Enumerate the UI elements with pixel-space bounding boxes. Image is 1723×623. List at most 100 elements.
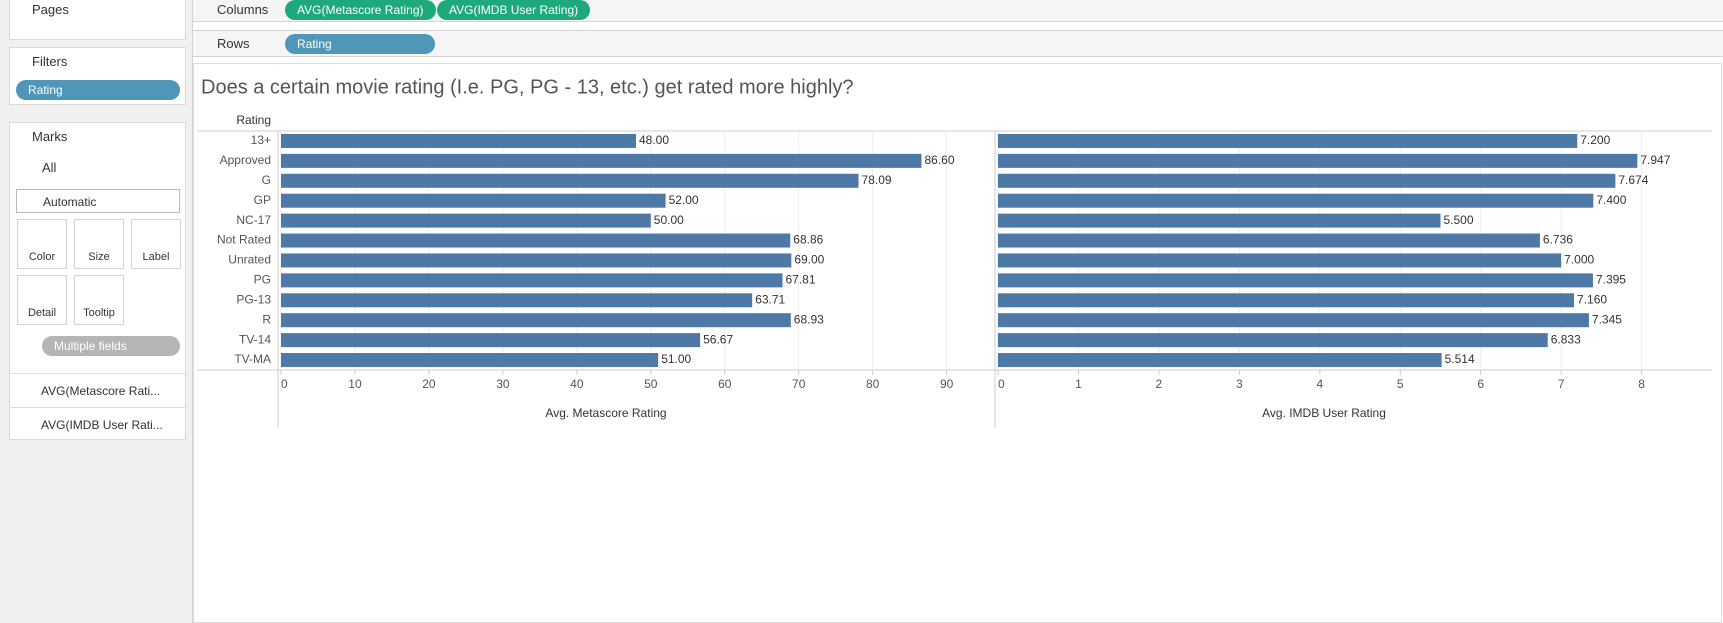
pages-card: Pages bbox=[9, 0, 186, 40]
x-tick-label: 0 bbox=[281, 377, 288, 391]
bar bbox=[281, 313, 791, 328]
value-label: 78.09 bbox=[862, 173, 892, 187]
x-tick-label: 6 bbox=[1477, 377, 1484, 391]
measure-metascore[interactable]: AVG(Metascore Rati... bbox=[10, 373, 185, 407]
x-tick-label: 30 bbox=[496, 377, 510, 391]
bar bbox=[281, 173, 859, 188]
color-button[interactable]: Color bbox=[17, 219, 67, 269]
bar bbox=[281, 193, 666, 208]
bar bbox=[998, 193, 1594, 208]
bar bbox=[998, 353, 1442, 368]
value-label: 7.395 bbox=[1596, 273, 1626, 287]
value-label: 5.514 bbox=[1445, 352, 1475, 366]
value-label: 68.93 bbox=[794, 312, 824, 326]
columns-label: Columns bbox=[217, 2, 269, 17]
detail-button[interactable]: Detail bbox=[17, 275, 67, 325]
marks-card: Marks All Automatic Color Size Label Det… bbox=[9, 122, 186, 440]
value-label: 50.00 bbox=[654, 213, 684, 227]
bar bbox=[998, 153, 1638, 168]
value-label: 69.00 bbox=[794, 253, 824, 267]
mark-type-dropdown[interactable]: Automatic bbox=[16, 189, 180, 213]
value-label: 56.67 bbox=[703, 332, 733, 346]
x-axis-title: Avg. IMDB User Rating bbox=[1262, 406, 1386, 420]
x-tick-label: 2 bbox=[1156, 377, 1163, 391]
category-label: TV-MA bbox=[234, 352, 271, 366]
row-header: Rating bbox=[236, 113, 271, 127]
category-label: Not Rated bbox=[217, 233, 271, 247]
filters-card: Filters Rating bbox=[9, 47, 186, 105]
tooltip-button[interactable]: Tooltip bbox=[74, 275, 124, 325]
value-label: 6.833 bbox=[1551, 332, 1581, 346]
x-tick-label: 5 bbox=[1397, 377, 1404, 391]
bar bbox=[281, 293, 753, 308]
bar bbox=[998, 233, 1540, 248]
chart-title: Does a certain movie rating (I.e. PG, PG… bbox=[201, 76, 854, 98]
bar bbox=[281, 233, 791, 248]
bar bbox=[281, 353, 659, 368]
row-pill[interactable]: Rating bbox=[285, 34, 435, 54]
rows-shelf: Rows Rating bbox=[193, 30, 1723, 57]
size-button[interactable]: Size bbox=[74, 219, 124, 269]
category-label: G bbox=[262, 173, 271, 187]
category-label: NC-17 bbox=[236, 213, 271, 227]
x-tick-label: 10 bbox=[348, 377, 362, 391]
category-label: 13+ bbox=[251, 133, 271, 147]
bar bbox=[281, 253, 792, 268]
value-label: 7.674 bbox=[1618, 173, 1648, 187]
x-tick-label: 0 bbox=[998, 377, 1005, 391]
columns-shelf: Columns AVG(Metascore Rating) AVG(IMDB U… bbox=[193, 0, 1723, 22]
category-label: PG-13 bbox=[236, 292, 271, 306]
bar bbox=[998, 133, 1578, 148]
value-label: 7.947 bbox=[1640, 153, 1670, 167]
x-tick-label: 80 bbox=[866, 377, 880, 391]
category-label: Approved bbox=[220, 153, 271, 167]
marks-all[interactable]: All bbox=[42, 160, 57, 175]
value-label: 86.60 bbox=[924, 153, 954, 167]
filters-label: Filters bbox=[32, 54, 68, 69]
value-label: 51.00 bbox=[661, 352, 691, 366]
bar bbox=[281, 133, 636, 148]
bar bbox=[998, 213, 1441, 228]
bar bbox=[281, 273, 783, 288]
bar bbox=[998, 293, 1575, 308]
pages-label: Pages bbox=[32, 2, 69, 17]
value-label: 7.200 bbox=[1580, 133, 1610, 147]
value-label: 52.00 bbox=[669, 193, 699, 207]
category-label: PG bbox=[254, 273, 271, 287]
column-pill[interactable]: AVG(Metascore Rating) bbox=[285, 0, 436, 20]
value-label: 63.71 bbox=[755, 292, 785, 306]
bar bbox=[281, 213, 651, 228]
marks-label: Marks bbox=[32, 129, 68, 144]
measure-imdb[interactable]: AVG(IMDB User Rati... bbox=[10, 407, 185, 441]
label-pill[interactable]: Multiple fields bbox=[42, 336, 180, 356]
x-tick-label: 8 bbox=[1638, 377, 1645, 391]
value-label: 6.736 bbox=[1543, 233, 1573, 247]
x-tick-label: 1 bbox=[1075, 377, 1082, 391]
x-tick-label: 50 bbox=[644, 377, 658, 391]
column-pill[interactable]: AVG(IMDB User Rating) bbox=[437, 0, 591, 20]
value-label: 7.160 bbox=[1577, 292, 1607, 306]
x-tick-label: 7 bbox=[1558, 377, 1565, 391]
x-tick-label: 4 bbox=[1316, 377, 1323, 391]
sidebar: Pages Filters Rating Marks All Automatic… bbox=[0, 0, 193, 623]
bar bbox=[998, 173, 1616, 188]
bar bbox=[281, 333, 701, 348]
filter-pill[interactable]: Rating bbox=[16, 80, 180, 100]
bar bbox=[281, 153, 922, 168]
label-button[interactable]: Label bbox=[131, 219, 181, 269]
value-label: 7.000 bbox=[1564, 253, 1594, 267]
value-label: 48.00 bbox=[639, 133, 669, 147]
bar bbox=[998, 273, 1593, 288]
x-tick-label: 70 bbox=[792, 377, 806, 391]
value-label: 68.86 bbox=[793, 233, 823, 247]
x-tick-label: 40 bbox=[570, 377, 584, 391]
category-label: R bbox=[262, 312, 271, 326]
x-tick-label: 3 bbox=[1236, 377, 1243, 391]
rows-label: Rows bbox=[217, 36, 250, 51]
value-label: 7.345 bbox=[1592, 312, 1622, 326]
bar bbox=[998, 333, 1548, 348]
category-label: GP bbox=[254, 193, 271, 207]
bar bbox=[998, 313, 1589, 328]
